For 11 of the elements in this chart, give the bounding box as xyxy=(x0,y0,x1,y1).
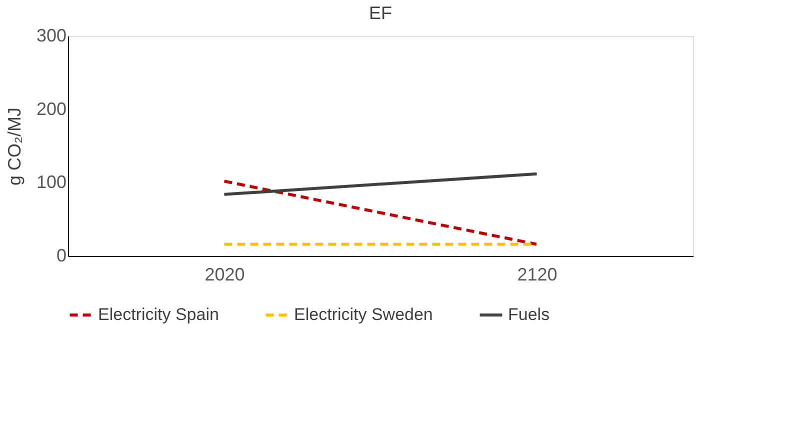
legend-label: Electricity Sweden xyxy=(294,305,433,324)
y-tick-label: 200 xyxy=(36,98,66,119)
x-tick-label: 2020 xyxy=(204,264,245,284)
y-tick-label: 100 xyxy=(36,172,66,192)
y-tick-label: 300 xyxy=(36,26,66,46)
y-tick-label: 0 xyxy=(56,246,66,266)
chart-title: EF xyxy=(368,3,392,23)
y-axis-title: g CO₂/MJ xyxy=(4,108,24,186)
legend-label: Fuels xyxy=(508,305,550,324)
legend-label: Electricity Spain xyxy=(98,305,219,324)
x-tick-label: 2120 xyxy=(517,264,558,284)
